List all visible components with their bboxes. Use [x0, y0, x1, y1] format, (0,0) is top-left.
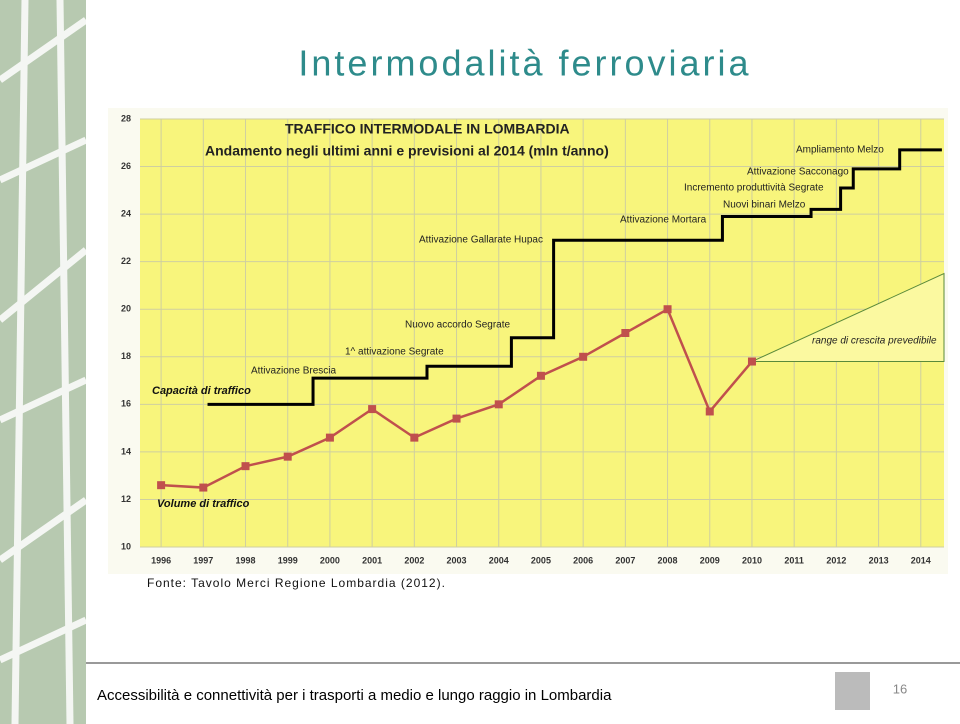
y-tick-label: 28 [121, 113, 131, 123]
series-line [207, 148, 942, 406]
y-tick-label: 26 [121, 161, 131, 171]
x-tick-label: 2004 [489, 555, 509, 565]
x-tick-label: 2003 [447, 555, 467, 565]
x-tick-label: 1998 [235, 555, 255, 565]
y-tick-label: 16 [121, 399, 131, 409]
data-point [747, 357, 756, 366]
x-tick-label: 2011 [784, 555, 804, 565]
x-tick-label: 2000 [320, 555, 340, 565]
data-point [705, 407, 714, 416]
x-tick-label: 1997 [193, 555, 213, 565]
annotation: Attivazione Gallarate Hupac [419, 235, 543, 246]
y-tick-label: 14 [121, 446, 131, 456]
data-point [241, 462, 250, 471]
annotation: range di crescita prevedibile [812, 336, 937, 347]
y-tick-label: 12 [121, 494, 131, 504]
annotation: Ampliamento Melzo [796, 145, 884, 156]
y-tick-label: 10 [121, 541, 131, 551]
side-decoration [0, 0, 86, 724]
source: Fonte: Tavolo Merci Regione Lombardia (2… [147, 576, 446, 590]
x-tick-label: 2008 [658, 555, 678, 565]
page-number: 16 [893, 681, 907, 696]
annotation: Attivazione Sacconago [747, 167, 849, 178]
x-tick-label: 2001 [362, 555, 382, 565]
data-point [157, 481, 166, 490]
x-tick-label: 2010 [742, 555, 762, 565]
data-point [199, 483, 208, 492]
annotation: Attivazione Brescia [251, 366, 336, 377]
y-tick-label: 20 [121, 304, 131, 314]
x-tick-label: 1999 [278, 555, 298, 565]
annotation: Nuovo accordo Segrate [405, 320, 511, 331]
annotation: 1^ attivazione Segrate [345, 347, 444, 358]
slide-title: Intermodalità ferroviaria [298, 43, 751, 84]
series-label: Volume di traffico [157, 498, 250, 510]
series-label: Capacità di traffico [152, 385, 251, 397]
footer: Accessibilità e connettività per i trasp… [97, 687, 612, 704]
annotation: Attivazione Mortara [620, 215, 707, 226]
data-point [410, 433, 419, 442]
x-tick-label: 2014 [911, 555, 931, 565]
data-point [325, 433, 334, 442]
plot-area [140, 119, 944, 547]
data-point [368, 405, 377, 414]
x-tick-label: 1996 [151, 555, 171, 565]
x-tick-label: 2009 [700, 555, 720, 565]
forecast-range [751, 272, 945, 363]
data-point [579, 352, 588, 361]
data-point [536, 371, 545, 380]
data-point [621, 329, 630, 337]
x-tick-label: 2013 [869, 555, 889, 565]
logo [835, 672, 870, 710]
annotation: Nuovi binari Melzo [723, 200, 806, 211]
data-point [663, 305, 672, 314]
y-tick-label: 24 [121, 208, 131, 218]
y-tick-label: 22 [121, 256, 131, 266]
x-tick-label: 2006 [573, 555, 593, 565]
x-tick-label: 2002 [404, 555, 424, 565]
x-tick-label: 2005 [531, 555, 551, 565]
x-tick-label: 2007 [615, 555, 635, 565]
data-point [452, 414, 461, 423]
annotation: Incremento produttività Segrate [684, 183, 824, 194]
y-tick-label: 18 [121, 351, 131, 361]
x-tick-label: 2012 [826, 555, 846, 565]
data-point [283, 452, 292, 461]
chart-title: TRAFFICO INTERMODALE IN LOMBARDIA [285, 121, 570, 137]
chart-subtitle: Andamento negli ultimi anni e previsioni… [205, 143, 609, 159]
data-point [494, 400, 503, 409]
side-pattern [0, 0, 89, 724]
